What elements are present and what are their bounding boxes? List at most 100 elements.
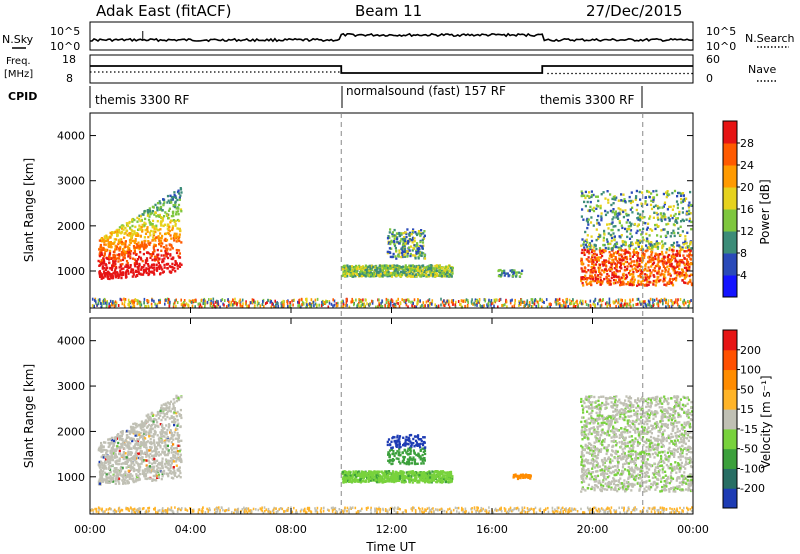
heat-cell xyxy=(126,268,129,271)
heat-cell xyxy=(497,274,500,278)
heat-cell xyxy=(409,267,412,270)
heat-cell xyxy=(677,191,680,195)
heat-cell xyxy=(612,195,615,199)
heat-cell xyxy=(155,446,158,449)
heat-cell xyxy=(433,275,437,278)
heat-cell xyxy=(170,214,173,218)
heat-cell xyxy=(655,281,658,284)
heat-cell xyxy=(148,207,151,210)
heat-cell xyxy=(685,275,688,278)
heat-cell xyxy=(689,280,692,283)
heat-cell xyxy=(595,247,598,251)
heat-cell xyxy=(136,216,139,220)
heat-cell xyxy=(597,302,599,306)
heat-cell xyxy=(593,279,596,283)
heat-cell xyxy=(125,475,128,478)
heat-cell xyxy=(416,244,419,247)
heat-cell xyxy=(666,255,670,259)
heat-cell xyxy=(636,239,639,242)
heat-cell xyxy=(570,300,573,304)
heat-cell xyxy=(111,458,115,462)
nave-line xyxy=(90,71,693,75)
heat-cell xyxy=(114,453,117,456)
heat-cell xyxy=(129,266,132,269)
heat-cell xyxy=(108,460,111,463)
heat-cell xyxy=(656,246,660,249)
heat-cell xyxy=(620,255,623,258)
heat-cell xyxy=(409,252,412,256)
heat-cell xyxy=(673,234,676,238)
heat-cell xyxy=(135,473,138,476)
heat-cell xyxy=(609,233,612,237)
heat-cell xyxy=(650,244,654,247)
heat-cell xyxy=(603,229,606,233)
heat-cell xyxy=(172,305,175,309)
heat-cell xyxy=(674,300,677,304)
heat-cell xyxy=(328,301,331,305)
heat-cell xyxy=(93,304,95,308)
heat-cell xyxy=(638,283,641,286)
heat-cell xyxy=(112,259,115,263)
heat-cell xyxy=(130,228,133,232)
heat-cell xyxy=(134,434,137,437)
heat-cell xyxy=(656,263,659,266)
heat-cell xyxy=(691,273,694,277)
heat-cell xyxy=(676,254,679,257)
heat-cell xyxy=(172,219,176,222)
heat-cell xyxy=(134,432,137,435)
heat-cell xyxy=(136,479,139,482)
heat-cell xyxy=(419,305,422,309)
heat-cell xyxy=(165,424,168,427)
heat-cell xyxy=(596,281,599,285)
heat-cell xyxy=(603,270,606,273)
heat-cell xyxy=(621,256,625,260)
heat-cell xyxy=(689,257,692,260)
colorbar-swatch xyxy=(723,187,737,210)
heat-cell xyxy=(591,262,594,266)
heat-cell xyxy=(409,254,412,258)
heat-cell xyxy=(134,239,137,243)
heat-cell xyxy=(682,198,685,202)
heat-cell xyxy=(614,245,617,249)
heat-cell xyxy=(646,280,649,283)
heat-cell xyxy=(191,299,194,303)
heat-cell xyxy=(630,242,633,245)
heat-cell xyxy=(629,304,632,308)
heat-cell xyxy=(680,220,683,223)
heat-cell xyxy=(606,211,609,214)
heat-cell xyxy=(669,235,672,238)
heat-cell xyxy=(629,254,632,258)
heat-cell xyxy=(657,255,660,258)
heat-cell xyxy=(646,249,649,252)
heat-cell xyxy=(631,242,634,246)
heat-cell xyxy=(293,298,295,302)
heat-cell xyxy=(618,211,621,214)
heat-cell xyxy=(599,283,602,286)
heat-cell xyxy=(403,268,406,272)
heat-cell xyxy=(497,269,500,273)
heat-cell xyxy=(648,259,651,262)
heat-cell xyxy=(377,273,380,276)
heat-cell xyxy=(506,272,509,275)
heat-cell xyxy=(488,298,490,302)
heat-cell xyxy=(617,301,619,305)
heat-cell xyxy=(177,254,180,258)
heat-cell xyxy=(436,272,439,276)
heat-cell xyxy=(107,244,110,247)
heat-cell xyxy=(646,269,649,272)
heat-cell xyxy=(160,249,163,252)
heat-cell xyxy=(661,299,664,303)
heat-cell xyxy=(132,273,135,276)
heat-cell xyxy=(128,475,131,478)
heat-cell xyxy=(122,273,125,276)
heat-cell xyxy=(151,224,154,227)
heat-cell xyxy=(676,252,679,255)
heat-cell xyxy=(105,305,108,309)
heat-cell xyxy=(628,237,632,240)
heat-cell xyxy=(476,303,478,307)
heat-cell xyxy=(440,275,443,278)
heat-cell xyxy=(106,476,109,480)
heat-cell xyxy=(375,269,378,272)
heat-cell xyxy=(652,190,655,193)
heat-cell xyxy=(163,263,166,267)
